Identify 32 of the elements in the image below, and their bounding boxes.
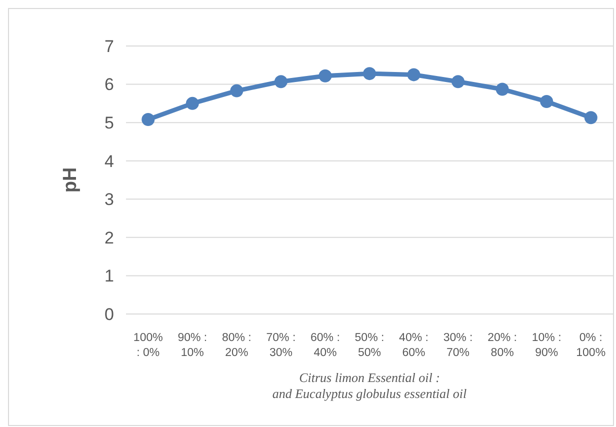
x-tick-label: 70% : 30% (266, 332, 296, 359)
x-tick-label: 20% : 80% (488, 332, 518, 359)
x-axis-title: Citrus limon Essential oil : and Eucalyptus globulus essential oil (272, 370, 468, 401)
y-axis-title: pH (60, 167, 81, 193)
point (584, 111, 598, 124)
point (230, 84, 244, 98)
point (318, 69, 332, 82)
y-tick-label: 1 (104, 266, 114, 286)
y-tick-label: 5 (104, 114, 114, 133)
point (452, 75, 465, 88)
y-tick-label: 4 (104, 152, 114, 171)
x-tick-label: 0% : 100% (576, 332, 606, 359)
point (186, 96, 199, 110)
point (540, 95, 554, 108)
y-tick-label: 6 (104, 75, 114, 94)
x-tick-label: 60% : 40% (310, 332, 340, 359)
point (142, 113, 155, 126)
x-tick-label: 50% : 50% (354, 332, 384, 359)
x-tick-label: 90% : 10% (178, 332, 208, 359)
x-tick-label: 30% : 70% (443, 332, 473, 359)
x-tick-label: 80% : 20% (222, 332, 252, 359)
x-tick-label: 10% : 90% (532, 332, 562, 359)
y-tick-label: 7 (104, 36, 114, 56)
point (407, 68, 420, 82)
point (496, 82, 509, 96)
point (274, 75, 288, 88)
x-tick-label: 40% : 60% (399, 332, 428, 359)
x-tick-label: 100% : 0% (133, 332, 163, 359)
y-tick-label: 2 (104, 228, 114, 248)
y-tick-label: 3 (104, 190, 114, 210)
point (363, 67, 376, 80)
y-tick-label: 0 (104, 304, 114, 324)
